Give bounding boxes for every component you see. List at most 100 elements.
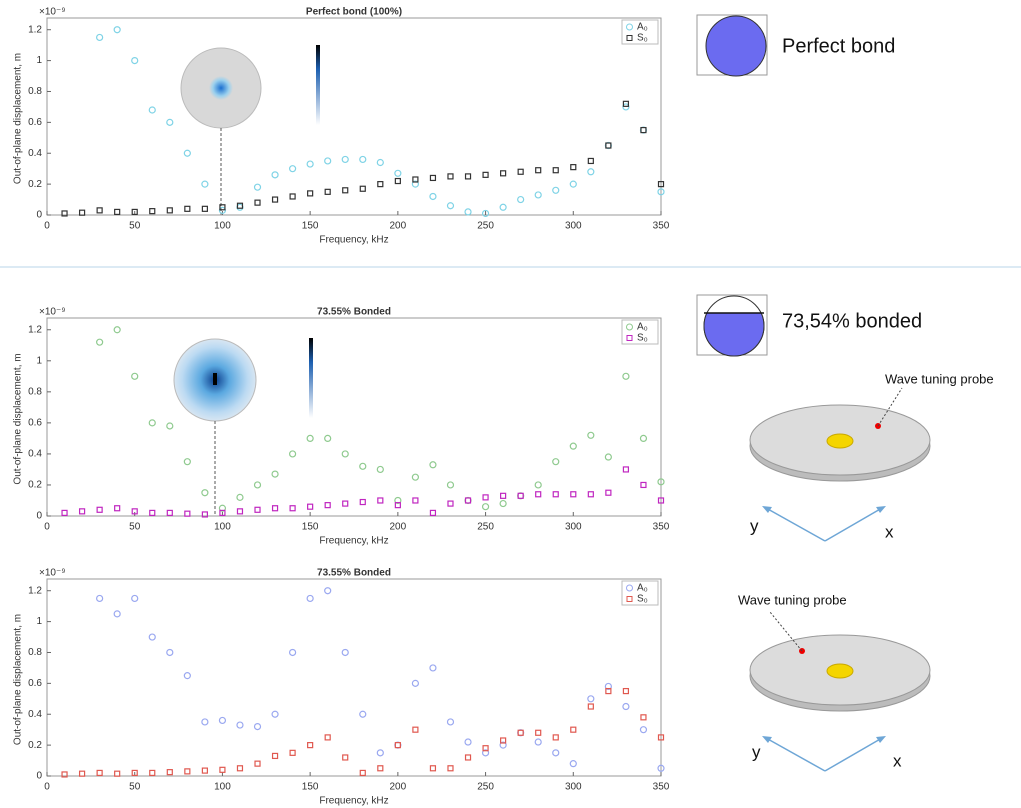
point [236,493,244,501]
point [271,196,279,203]
point [271,470,279,478]
point [517,492,524,499]
x-tick-label: 150 [302,782,319,793]
point [569,760,577,768]
point [324,502,331,509]
point [306,594,314,603]
point [148,106,156,114]
point [307,503,314,510]
point [534,481,542,489]
point [271,171,279,179]
point [114,208,121,216]
point [341,648,349,657]
point [464,738,472,746]
point [552,749,560,757]
y-exponent: ×10⁻⁹ [39,568,66,579]
point [201,180,209,188]
y-axis-label: Out-of-plane displacement, m [13,614,24,745]
point [96,506,103,513]
y-tick-label: 0.4 [28,148,42,159]
point [201,489,209,497]
probe-label: Wave tuning probe [738,592,847,607]
point [534,191,542,199]
point [412,497,419,504]
inset-1 [180,45,320,215]
point [376,158,384,167]
point [96,33,104,42]
point [377,765,384,772]
point [61,210,68,217]
point [464,497,472,504]
point [218,716,227,725]
point [622,702,630,711]
point [183,458,191,466]
chart-title: 73.55% Bonded [317,568,391,579]
point [657,734,665,741]
y-tick-label: 0.8 [28,386,42,397]
point [324,587,332,595]
y-tick-label: 1.2 [28,24,42,35]
point [183,672,191,680]
point [517,195,525,204]
point [184,205,191,212]
point [429,461,437,469]
x-tick-label: 350 [653,782,670,793]
y-tick-label: 0.8 [28,647,42,658]
axis-letter: y [752,742,761,761]
point [113,610,121,618]
point [306,434,314,442]
panel-perfect: Perfect bond [696,14,895,77]
x-tick-label: 250 [477,221,494,232]
point [236,721,244,729]
x-tick-label: 200 [390,221,407,232]
point [535,729,542,736]
point [481,503,490,511]
y-tick-label: 0.6 [28,678,42,689]
point [482,745,489,752]
point [289,193,296,200]
point [148,633,156,641]
x-axis-label: Frequency, kHz [319,235,388,246]
x-axis-label: Frequency, kHz [319,536,388,547]
point [605,687,612,695]
y-tick-label: 1.2 [28,585,42,596]
point [376,749,384,757]
point [219,204,226,211]
point [587,431,595,439]
point [552,491,559,498]
x-tick-label: 350 [653,221,670,232]
point [552,734,559,741]
plot-area [46,578,662,777]
point [657,188,665,196]
point [324,434,332,442]
point [131,769,138,777]
x-tick-label: 50 [129,782,141,793]
x-tick-label: 250 [477,782,494,793]
point [535,491,542,498]
point [535,167,542,174]
point [236,202,244,209]
disc-1: Wave tuning probe y x [749,371,994,542]
point [114,770,121,777]
point [552,458,560,466]
point [324,734,331,741]
point [307,190,314,197]
legend-marker [626,23,633,31]
point [201,718,209,726]
legend-label: S₀ [637,333,648,344]
point [446,481,455,489]
axis-letter: y [750,516,759,535]
point [166,118,174,126]
point [236,765,244,772]
point [289,450,297,458]
legend-marker [626,35,633,41]
chart-title: 73.55% Bonded [317,307,391,318]
x-tick-label: 0 [44,522,50,533]
point [446,718,455,726]
point [253,722,262,731]
point [464,173,472,180]
point [464,754,472,761]
legend-label: S₀ [637,594,648,605]
point [78,209,86,216]
disc-2: Wave tuning probe y x [738,592,931,772]
